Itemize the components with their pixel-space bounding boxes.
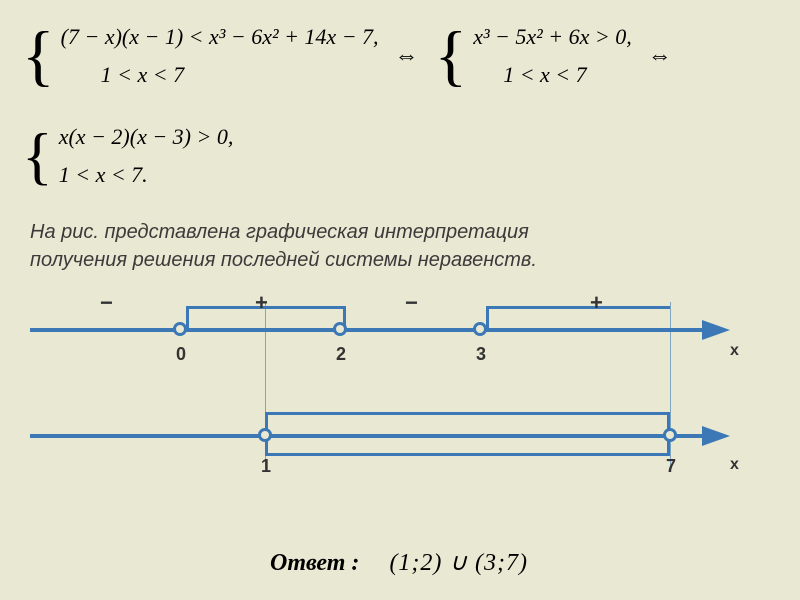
point-label: 0: [176, 344, 186, 365]
caption: На рис. представлена графическая интерпр…: [30, 218, 537, 274]
brace-icon: {: [22, 25, 55, 86]
number-line-diagram: − + − + 0 2 3 x 1 7 x: [30, 288, 750, 464]
math-row-2: { x(x − 2)(x − 3) > 0, 1 < x < 7.: [22, 124, 233, 188]
equiv-icon: ⇔: [395, 43, 419, 70]
caption-line: получения решения последней системы нера…: [30, 246, 537, 274]
point-label: 2: [336, 344, 346, 365]
arrow-right-icon: [702, 320, 730, 340]
equiv-icon: ⇔: [648, 43, 672, 70]
math-row-1: { (7 − x)(x − 1) < x³ − 6x² + 14x − 7, 1…: [22, 24, 688, 88]
sign-label: −: [100, 290, 113, 316]
system-1: { (7 − x)(x − 1) < x³ − 6x² + 14x − 7, 1…: [22, 24, 379, 88]
point-label: 7: [666, 456, 676, 477]
interval-bracket: [265, 434, 670, 456]
interval-bracket: [265, 412, 670, 434]
axis: [30, 328, 710, 332]
brace-icon: {: [22, 127, 53, 185]
open-point-icon: [258, 428, 272, 442]
answer-label: Ответ :: [270, 550, 359, 576]
system-2: { x³ − 5x² + 6x > 0, 1 < x < 7: [435, 24, 632, 88]
point-label: 1: [261, 456, 271, 477]
equation: x³ − 5x² + 6x > 0,: [473, 24, 632, 50]
equation: 1 < x < 7: [61, 62, 379, 88]
number-line-1: − + − + 0 2 3 x: [30, 288, 750, 358]
interval-bracket: [486, 306, 670, 328]
point-label: 3: [476, 344, 486, 365]
arrow-right-icon: [702, 426, 730, 446]
open-point-icon: [333, 322, 347, 336]
number-line-2: 1 7 x: [30, 394, 750, 464]
answer: Ответ : (1;2) ∪ (3;7): [270, 548, 528, 577]
equation: 1 < x < 7: [473, 62, 632, 88]
equation: 1 < x < 7.: [59, 162, 234, 188]
open-point-icon: [663, 428, 677, 442]
open-point-icon: [173, 322, 187, 336]
sign-label: +: [590, 290, 603, 316]
sign-label: +: [255, 290, 268, 316]
brace-icon: {: [435, 25, 468, 86]
equation: (7 − x)(x − 1) < x³ − 6x² + 14x − 7,: [61, 24, 379, 50]
axis-label: x: [730, 342, 739, 360]
open-point-icon: [473, 322, 487, 336]
axis-label: x: [730, 456, 739, 474]
answer-value: (1;2) ∪ (3;7): [389, 550, 528, 576]
equation: x(x − 2)(x − 3) > 0,: [59, 124, 234, 150]
caption-line: На рис. представлена графическая интерпр…: [30, 218, 537, 246]
sign-label: −: [405, 290, 418, 316]
system-3: { x(x − 2)(x − 3) > 0, 1 < x < 7.: [22, 124, 233, 188]
